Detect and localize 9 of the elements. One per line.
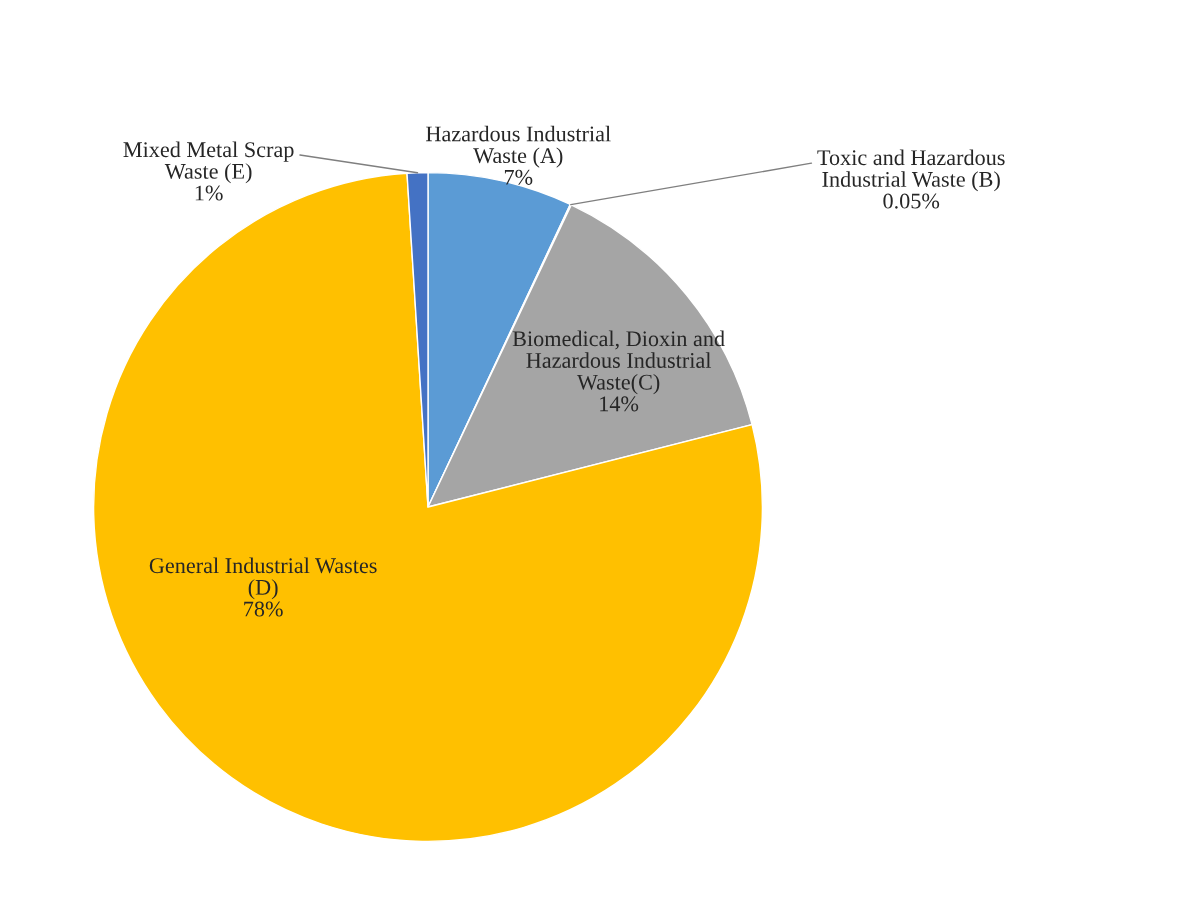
- slice-label: Hazardous Industrial Waste (A): [426, 125, 611, 168]
- data-label: 14%: [600, 396, 639, 412]
- data-label: 78%: [244, 601, 283, 617]
- data-label: 1%: [195, 185, 223, 201]
- data-label: 7%: [504, 169, 533, 185]
- data-label: 0.05%: [883, 193, 940, 209]
- slice-label: Toxic and Hazardous Industrial Waste (B): [817, 149, 1005, 192]
- slice-label: Mixed Metal Scrap Waste (E): [123, 141, 294, 184]
- slice-label: General Industrial Wastes (D): [149, 557, 377, 600]
